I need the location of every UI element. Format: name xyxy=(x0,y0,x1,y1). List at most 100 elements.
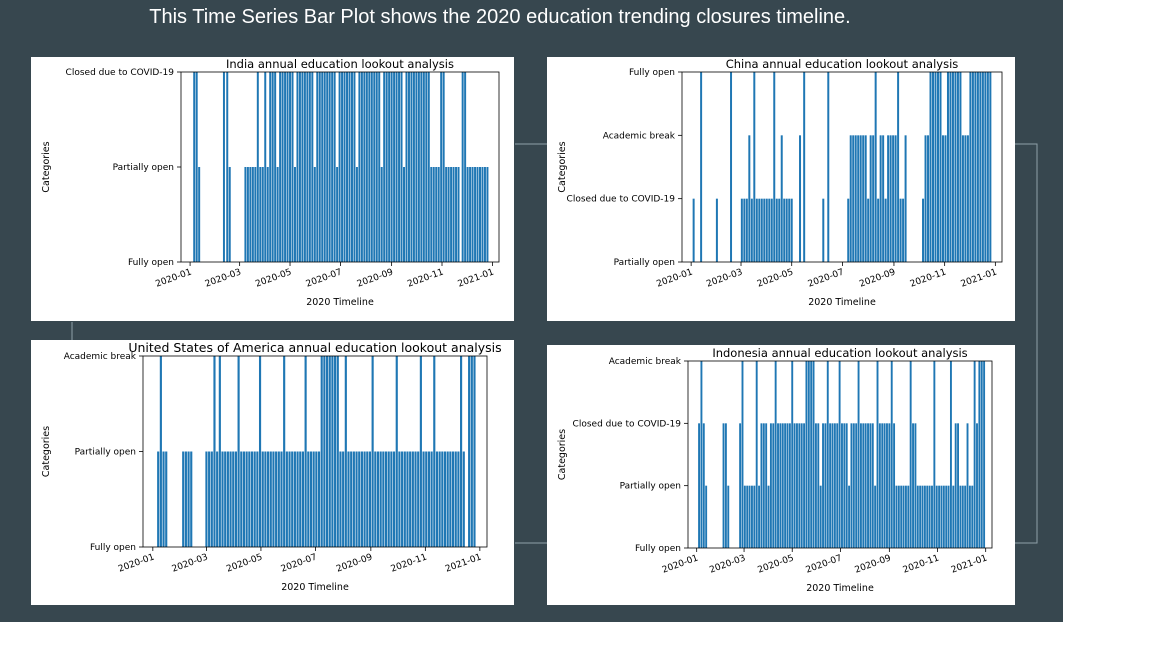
chart-panel-india: India annual education lookout analysis F… xyxy=(31,57,514,321)
slide-title: This Time Series Bar Plot shows the 2020… xyxy=(149,6,851,28)
chart-panel-indonesia: Indonesia annual education lookout analy… xyxy=(547,345,1015,605)
bar xyxy=(897,485,900,548)
bar xyxy=(374,451,377,547)
bar xyxy=(390,72,393,262)
y-axis-label: Categories xyxy=(557,429,568,480)
bar xyxy=(848,485,851,548)
bar xyxy=(784,423,787,548)
bar xyxy=(286,72,289,262)
bar xyxy=(850,423,853,548)
bar xyxy=(927,135,930,262)
bar xyxy=(924,135,927,262)
bar xyxy=(451,451,455,547)
bar xyxy=(414,451,417,547)
y-tick-label: Partially open xyxy=(614,258,675,268)
bar xyxy=(440,72,443,262)
bar xyxy=(826,361,829,548)
chart-panel-usa: United States of America annual educatio… xyxy=(31,340,514,605)
bar xyxy=(193,72,196,262)
chart-panel-china: China annual education lookout analysis P… xyxy=(547,57,1015,321)
bar xyxy=(291,451,294,547)
bar xyxy=(881,423,884,548)
bar xyxy=(981,72,984,262)
bar xyxy=(210,451,213,547)
bar xyxy=(775,198,778,262)
bar xyxy=(350,451,353,547)
bar xyxy=(758,198,761,262)
x-tick-label: 2020-07 xyxy=(280,552,319,574)
bar xyxy=(862,135,865,262)
bar xyxy=(339,451,342,547)
bar xyxy=(890,361,893,548)
bar xyxy=(803,423,806,548)
bar xyxy=(852,423,855,548)
bar xyxy=(320,356,323,547)
bar xyxy=(380,167,383,262)
bar xyxy=(267,451,270,547)
bar xyxy=(331,72,334,262)
bar xyxy=(705,485,708,548)
bar xyxy=(900,485,903,548)
x-tick-label: 2021-01 xyxy=(457,267,496,289)
bar xyxy=(799,135,802,262)
bar xyxy=(897,72,900,262)
bar xyxy=(326,72,329,262)
bar xyxy=(405,72,408,262)
bar xyxy=(946,72,949,262)
bar xyxy=(786,423,789,548)
bar xyxy=(486,167,489,262)
chart-usa: United States of America annual educatio… xyxy=(41,340,502,593)
bar xyxy=(470,356,473,547)
bar xyxy=(961,485,964,548)
bar xyxy=(760,198,763,262)
bar xyxy=(253,451,256,547)
bar xyxy=(410,72,413,262)
x-tick-label: 2020-11 xyxy=(406,267,445,289)
bar xyxy=(242,451,246,547)
bar xyxy=(251,167,254,262)
bar xyxy=(947,485,950,548)
bar xyxy=(964,135,967,262)
chart-title: China annual education lookout analysis xyxy=(726,57,959,71)
x-tick-label: 2020-03 xyxy=(705,267,744,289)
bar xyxy=(438,451,441,547)
y-tick-label: Academic break xyxy=(609,357,682,367)
bar xyxy=(838,361,841,548)
bar xyxy=(466,167,469,262)
slide-background: This Time Series Bar Plot shows the 2020… xyxy=(0,0,1063,622)
bar xyxy=(321,72,324,262)
bar xyxy=(446,451,449,547)
x-tick-label: 2020-09 xyxy=(356,267,395,289)
bar xyxy=(931,485,933,548)
bar xyxy=(769,423,772,548)
bar xyxy=(743,485,746,548)
y-tick-label: Partially open xyxy=(113,163,174,173)
bar xyxy=(746,485,749,548)
y-axis-label: Categories xyxy=(41,141,52,192)
bar xyxy=(237,356,240,547)
chart-china: China annual education lookout analysis P… xyxy=(557,57,1003,308)
x-tick-label: 2020-03 xyxy=(171,552,210,574)
bar xyxy=(774,361,777,548)
bar xyxy=(862,423,865,548)
bar xyxy=(358,451,361,547)
bar xyxy=(384,451,388,547)
bar xyxy=(401,451,404,547)
bar xyxy=(417,72,420,262)
bar xyxy=(246,167,249,262)
chart-title: India annual education lookout analysis xyxy=(226,57,454,71)
bar xyxy=(303,72,306,262)
bar xyxy=(702,423,705,548)
bar xyxy=(966,423,969,548)
bar xyxy=(331,356,334,547)
bar xyxy=(347,451,350,547)
bar xyxy=(407,72,410,262)
bar xyxy=(182,451,185,547)
bar xyxy=(836,423,839,548)
bar xyxy=(464,72,467,262)
bar xyxy=(368,72,371,262)
bar xyxy=(750,198,753,262)
bar xyxy=(244,167,247,262)
bar xyxy=(827,72,830,262)
bar xyxy=(415,72,418,262)
